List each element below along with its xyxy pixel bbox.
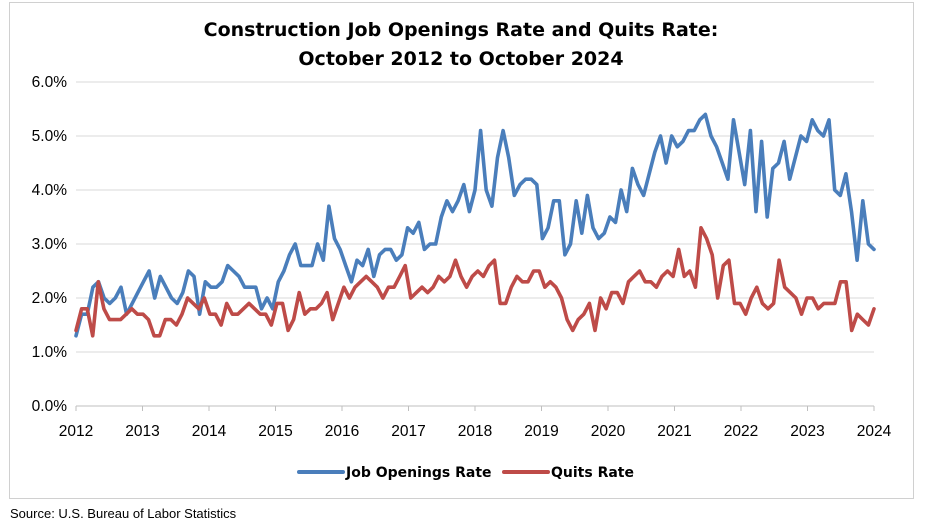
y-tick-label: 2.0% bbox=[32, 290, 68, 307]
x-tick-label: 2012 bbox=[59, 423, 93, 440]
gridlines bbox=[76, 81, 874, 407]
x-tick-label: 2019 bbox=[524, 423, 558, 440]
axes: 0.0% 1.0% 2.0% 3.0% 4.0% 5.0% 6.0% 2012 2013 2014… bbox=[32, 74, 892, 440]
y-tick-label: 1.0% bbox=[32, 344, 68, 361]
legend: Job Openings Rate Quits Rate bbox=[297, 465, 634, 481]
source-note: Source: U.S. Bureau of Labor Statistics bbox=[10, 506, 237, 521]
x-tick-label: 2023 bbox=[790, 423, 824, 440]
series-line-quits bbox=[74, 226, 876, 338]
x-tick-label: 2022 bbox=[724, 423, 758, 440]
series-lines bbox=[74, 112, 876, 338]
y-tick-label: 5.0% bbox=[32, 128, 68, 145]
line-chart: Construction Job Openings Rate and Quits… bbox=[32, 19, 892, 481]
series-line-job-openings bbox=[74, 112, 876, 338]
chart-subtitle: October 2012 to October 2024 bbox=[298, 48, 623, 70]
legend-label: Job Openings Rate bbox=[345, 465, 492, 481]
x-tick-label: 2021 bbox=[657, 423, 691, 440]
legend-label: Quits Rate bbox=[551, 465, 634, 481]
chart-title: Construction Job Openings Rate and Quits… bbox=[204, 19, 719, 41]
y-tick-label: 3.0% bbox=[32, 236, 68, 253]
x-tick-label: 2016 bbox=[325, 423, 359, 440]
x-tick-label: 2024 bbox=[857, 423, 892, 440]
chart-frame: Construction Job Openings Rate and Quits… bbox=[9, 2, 914, 499]
y-tick-label: 6.0% bbox=[32, 74, 68, 91]
y-tick-label: 0.0% bbox=[32, 398, 68, 415]
x-tick-label: 2014 bbox=[192, 423, 227, 440]
x-tick-label: 2017 bbox=[391, 423, 425, 440]
x-tick-label: 2018 bbox=[458, 423, 492, 440]
y-tick-label: 4.0% bbox=[32, 182, 68, 199]
x-tick-label: 2020 bbox=[591, 423, 626, 440]
x-tick-label: 2015 bbox=[258, 423, 292, 440]
x-tick-label: 2013 bbox=[125, 423, 159, 440]
